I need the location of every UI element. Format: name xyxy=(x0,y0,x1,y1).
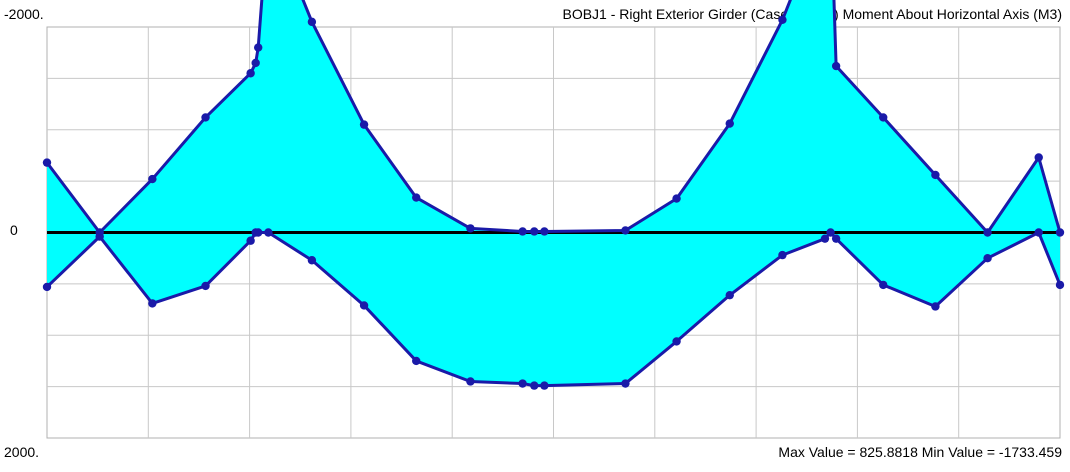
envelope-min-point xyxy=(148,299,157,308)
envelope-min-point xyxy=(931,302,940,311)
envelope-max-point xyxy=(254,43,263,52)
y-tick-label-zero: 0 xyxy=(10,222,18,238)
station-points xyxy=(42,15,1065,390)
envelope-min-point xyxy=(254,228,263,237)
envelope-min-point xyxy=(820,234,830,243)
envelope-min-point xyxy=(359,301,369,310)
envelope-min-point xyxy=(826,228,835,237)
envelope-max-point xyxy=(412,193,421,202)
envelope-max-point xyxy=(201,113,210,122)
moment-envelope-fill xyxy=(47,0,1060,386)
envelope-max-point xyxy=(359,120,369,129)
envelope-min-point xyxy=(264,228,273,237)
envelope-max-point xyxy=(1055,228,1065,237)
envelope-max-point xyxy=(983,228,992,237)
envelope-min-point xyxy=(518,379,527,388)
envelope-min-point xyxy=(983,253,992,263)
envelope-min-point xyxy=(246,236,255,245)
y-tick-label-bottom: 2000. xyxy=(4,444,40,460)
envelope-min-point xyxy=(540,381,549,390)
envelope-min-point xyxy=(530,381,539,390)
y-tick-label-top: -2000. xyxy=(4,6,44,22)
envelope-min-point xyxy=(466,377,475,386)
envelope-min-point xyxy=(831,234,841,243)
envelope-min-point xyxy=(672,337,681,346)
envelope-max-point xyxy=(466,224,475,233)
envelope-min-point xyxy=(42,282,52,292)
envelope-max-point xyxy=(672,194,681,203)
envelope-min-point xyxy=(778,250,787,260)
envelope-min-point xyxy=(95,232,104,241)
envelope-max-point xyxy=(530,227,539,236)
envelope-min-point xyxy=(307,256,317,265)
envelope-max-point xyxy=(879,113,888,122)
envelope-max-point xyxy=(251,58,260,68)
envelope-min-point xyxy=(201,281,210,291)
envelope-max-point xyxy=(778,15,787,25)
envelope-max-point xyxy=(831,61,841,71)
envelope-max-point xyxy=(42,158,52,167)
envelope-max-point xyxy=(540,227,549,236)
envelope-max-point xyxy=(148,174,157,184)
envelope-min-point xyxy=(412,356,421,366)
envelope-max-point xyxy=(621,226,630,235)
envelope-min-point xyxy=(1055,280,1065,290)
envelope-max-point xyxy=(307,17,317,27)
envelope-min-point xyxy=(725,290,734,300)
envelope-min-point xyxy=(1034,228,1043,237)
envelope-max-point xyxy=(518,227,527,236)
envelope-max-point xyxy=(1034,153,1043,162)
envelope-min-point xyxy=(621,379,630,388)
envelope-max-point xyxy=(725,119,734,128)
envelope-max-point xyxy=(246,69,255,78)
envelope-max-point xyxy=(931,170,940,180)
envelope-min-point xyxy=(879,280,888,290)
max-min-value-readout: Max Value = 825.8818 Min Value = -1733.4… xyxy=(778,444,1062,460)
